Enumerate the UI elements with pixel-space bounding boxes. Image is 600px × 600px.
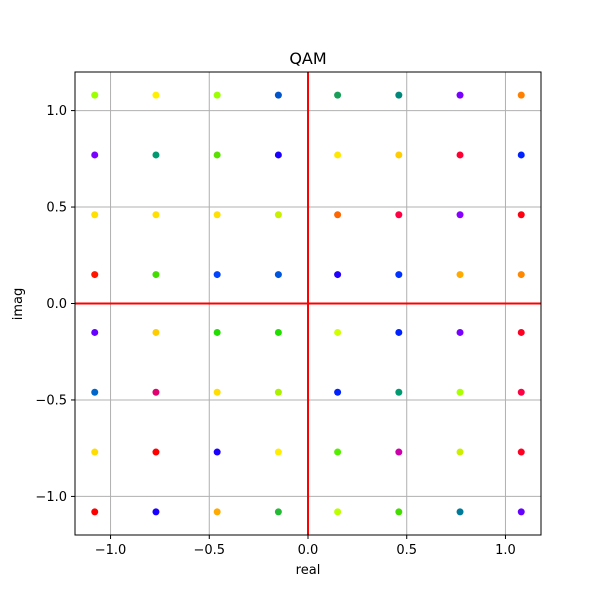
constellation-point xyxy=(91,388,99,396)
constellation-point xyxy=(91,91,99,99)
constellation-point xyxy=(274,151,282,159)
x-tick-label: 0.5 xyxy=(396,543,417,558)
constellation-point xyxy=(395,388,403,396)
x-axis-label: real xyxy=(296,563,321,578)
constellation-point xyxy=(456,388,464,396)
constellation-point xyxy=(274,448,282,456)
y-tick-label: 0.0 xyxy=(46,297,67,312)
constellation-point xyxy=(334,448,342,456)
constellation-point xyxy=(395,91,403,99)
constellation-point xyxy=(152,211,160,219)
constellation-point xyxy=(456,91,464,99)
constellation-point xyxy=(152,388,160,396)
y-axis-ticks: −1.0 −0.5 0.0 0.5 1.0 xyxy=(35,104,75,505)
constellation-point xyxy=(213,328,221,336)
constellation-point xyxy=(517,448,525,456)
constellation-point xyxy=(274,388,282,396)
constellation-point xyxy=(456,448,464,456)
y-tick-label: 0.5 xyxy=(46,201,67,216)
constellation-point xyxy=(517,211,525,219)
x-tick-label: −0.5 xyxy=(193,543,225,558)
constellation-point xyxy=(274,91,282,99)
constellation-point xyxy=(395,508,403,516)
x-axis-ticks: −1.0 −0.5 0.0 0.5 1.0 xyxy=(95,535,516,558)
constellation-point xyxy=(274,271,282,279)
y-tick-label: 1.0 xyxy=(46,104,67,119)
constellation-point xyxy=(152,151,160,159)
y-tick-label: −1.0 xyxy=(35,490,67,505)
constellation-point xyxy=(517,151,525,159)
constellation-point xyxy=(91,211,99,219)
constellation-point xyxy=(395,151,403,159)
constellation-point xyxy=(91,508,99,516)
constellation-point xyxy=(213,91,221,99)
constellation-point xyxy=(517,91,525,99)
constellation-point xyxy=(517,508,525,516)
y-tick-label: −0.5 xyxy=(35,393,67,408)
constellation-point xyxy=(91,448,99,456)
constellation-point xyxy=(274,508,282,516)
constellation-point xyxy=(334,151,342,159)
constellation-point xyxy=(334,328,342,336)
constellation-point xyxy=(517,271,525,279)
constellation-point xyxy=(274,328,282,336)
constellation-point xyxy=(91,271,99,279)
constellation-point xyxy=(152,91,160,99)
constellation-point xyxy=(395,271,403,279)
chart-title: QAM xyxy=(289,49,326,68)
constellation-point xyxy=(152,508,160,516)
constellation-point xyxy=(213,151,221,159)
constellation-point xyxy=(152,271,160,279)
constellation-point xyxy=(334,271,342,279)
constellation-point xyxy=(213,211,221,219)
constellation-point xyxy=(91,151,99,159)
constellation-point xyxy=(213,448,221,456)
constellation-point xyxy=(395,328,403,336)
y-axis-label: imag xyxy=(11,288,26,321)
constellation-point xyxy=(213,508,221,516)
x-tick-label: 1.0 xyxy=(495,543,516,558)
constellation-point xyxy=(152,448,160,456)
constellation-point xyxy=(213,271,221,279)
constellation-point xyxy=(334,508,342,516)
constellation-point xyxy=(152,328,160,336)
constellation-point xyxy=(334,211,342,219)
constellation-point xyxy=(395,448,403,456)
constellation-point xyxy=(517,388,525,396)
constellation-point xyxy=(517,328,525,336)
constellation-point xyxy=(334,388,342,396)
constellation-point xyxy=(456,271,464,279)
constellation-point xyxy=(274,211,282,219)
x-tick-label: 0.0 xyxy=(298,543,319,558)
constellation-point xyxy=(456,328,464,336)
constellation-point xyxy=(213,388,221,396)
constellation-point xyxy=(91,328,99,336)
x-tick-label: −1.0 xyxy=(95,543,127,558)
constellation-point xyxy=(456,211,464,219)
reference-lines xyxy=(75,72,541,535)
constellation-point xyxy=(456,151,464,159)
constellation-point xyxy=(395,211,403,219)
constellation-point xyxy=(334,91,342,99)
data-points xyxy=(91,91,525,516)
constellation-point xyxy=(456,508,464,516)
